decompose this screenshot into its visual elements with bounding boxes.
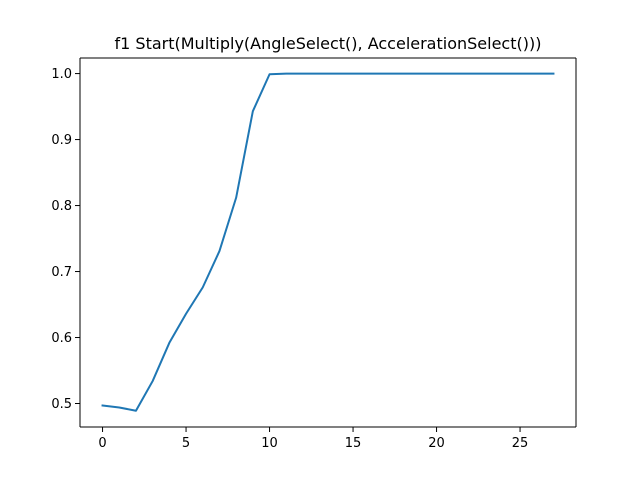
x-tick-label: 5 [182,436,190,451]
y-tick-label: 0.6 [51,331,72,346]
x-tick-label: 20 [428,436,445,451]
x-tick-label: 25 [512,436,529,451]
x-tick-label: 15 [345,436,362,451]
chart-title: f1 Start(Multiply(AngleSelect(), Acceler… [115,34,542,53]
y-tick-label: 1.0 [51,67,72,82]
x-tick-label: 10 [261,436,278,451]
y-tick-label: 0.5 [51,397,72,412]
y-tick-label: 0.8 [51,199,72,214]
y-tick-label: 0.9 [51,133,72,148]
y-tick-label: 0.7 [51,265,72,280]
x-tick-label: 0 [98,436,106,451]
series-line-0 [101,72,555,412]
axes: 0 5 10 15 20 25 0.5 0.6 0.7 0.8 0.9 1.0 [51,57,577,451]
plot-area [101,72,555,412]
